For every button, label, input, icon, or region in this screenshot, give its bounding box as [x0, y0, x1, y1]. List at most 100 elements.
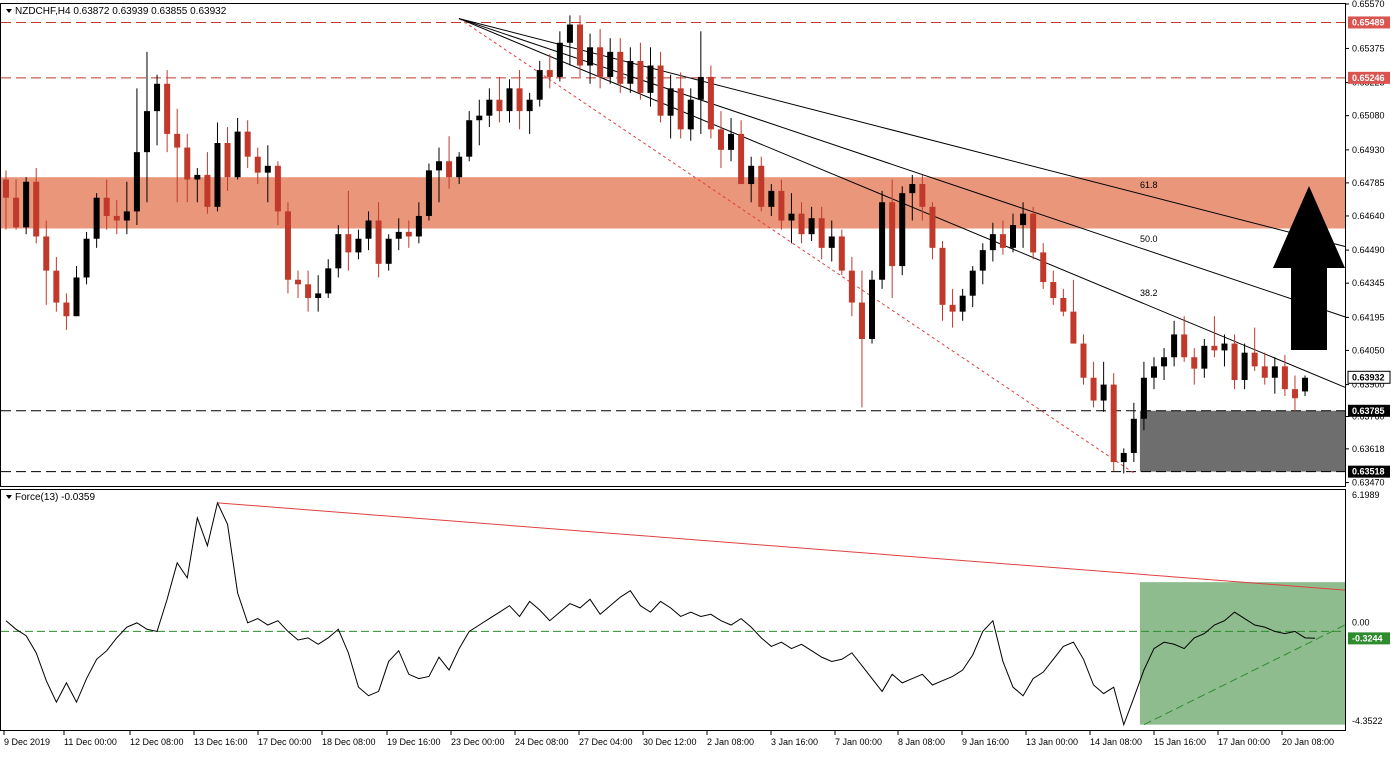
candle-body: [385, 238, 392, 264]
candle-body: [234, 131, 241, 178]
fan-line-2: [459, 18, 1346, 247]
candle-body: [869, 279, 876, 340]
force-tick-label: 6.1989: [1352, 490, 1380, 500]
candle-body: [224, 143, 231, 178]
candle-body: [425, 170, 432, 216]
price-tick-label: 0.64785: [1352, 178, 1385, 188]
candle-body: [1140, 377, 1147, 419]
candle-body: [1070, 311, 1077, 344]
current-price-tag: [1347, 370, 1391, 384]
candle-body: [798, 213, 805, 235]
candle-body: [969, 270, 976, 296]
candle-body: [848, 270, 855, 303]
candles-layer: [3, 15, 1309, 474]
price-level-tag: [1348, 16, 1390, 29]
price-level-tag: [1348, 71, 1390, 84]
candle-body: [154, 83, 161, 112]
time-axis: 9 Dec 2019 11 Dec 00:00 12 Dec 08:00 13 Dec…: [3, 731, 1334, 747]
candle-body: [566, 24, 573, 43]
zones-layer: [1, 177, 1345, 472]
candle-body: [133, 152, 140, 212]
candle-body: [929, 206, 936, 248]
candle-body: [73, 277, 80, 317]
time-tick-label: 9 Dec 2019: [4, 737, 50, 747]
candle-body: [707, 76, 714, 130]
indicator-triangle-icon[interactable]: [6, 495, 12, 499]
candle-body: [254, 156, 261, 173]
candle-body: [1271, 366, 1278, 378]
candle-body: [597, 47, 604, 77]
current-price-label: 0.63932: [1352, 372, 1385, 382]
candle-body: [83, 238, 90, 278]
candle-body: [919, 184, 926, 207]
candle-body: [43, 236, 50, 271]
arrow-layer: [1273, 186, 1345, 350]
price-tick-label: 0.65570: [1352, 0, 1385, 9]
force-value-tag-label: -0.3244: [1352, 633, 1383, 643]
price-tick-label: 0.64930: [1352, 145, 1385, 155]
candle-body: [778, 190, 785, 221]
candle-body: [587, 47, 594, 66]
candle-body: [1241, 352, 1248, 381]
candle-body: [305, 284, 312, 298]
candle-body: [395, 231, 402, 239]
candle-body: [33, 181, 40, 237]
candle-body: [858, 302, 865, 340]
candle-body: [1251, 352, 1258, 367]
candle-body: [345, 234, 352, 253]
time-tick-label: 17 Jan 00:00: [1218, 737, 1270, 747]
time-tick-label: 15 Jan 16:00: [1154, 737, 1206, 747]
candle-body: [335, 234, 342, 269]
candle-body: [496, 99, 503, 112]
candle-body: [274, 165, 281, 212]
candle-body: [546, 70, 553, 77]
price-tick-label: 0.64345: [1352, 278, 1385, 288]
price-tick-label: 0.65080: [1352, 111, 1385, 121]
candle-body: [949, 304, 956, 312]
header-group: NZDCHF,H4 0.63872 0.63939 0.63855 0.6393…: [6, 6, 227, 503]
collapse-triangle-icon[interactable]: [6, 9, 12, 13]
price-tick-label: 0.65375: [1352, 43, 1385, 53]
candle-body: [818, 218, 825, 248]
candle-body: [486, 99, 493, 116]
time-tick-label: 2 Jan 08:00: [707, 737, 754, 747]
fan-label-1: 50.0: [1140, 234, 1158, 244]
candle-body: [1030, 213, 1037, 253]
candle-body: [1261, 366, 1268, 378]
price-panel-border: [0, 3, 1346, 487]
time-tick-label: 30 Dec 12:00: [643, 737, 697, 747]
candle-body: [264, 165, 271, 173]
candle-body: [143, 111, 150, 153]
candle-body: [375, 220, 382, 264]
candle-body: [1181, 334, 1188, 358]
candle-body: [1090, 377, 1097, 401]
time-tick-label: 11 Dec 00:00: [64, 737, 117, 747]
candle-body: [405, 231, 412, 237]
candle-body: [1281, 366, 1288, 390]
candle-body: [1120, 452, 1127, 463]
candle-body: [284, 211, 291, 280]
force-green-zone: [1139, 582, 1345, 725]
candle-body: [768, 190, 775, 207]
fan-label-0: 38.2: [1140, 288, 1158, 298]
candle-body: [738, 133, 745, 185]
support-zone: [1139, 410, 1345, 472]
candle-body: [637, 60, 644, 93]
candle-body: [1020, 213, 1027, 226]
time-tick-label: 20 Jan 08:00: [1282, 737, 1334, 747]
candle-body: [1211, 345, 1218, 351]
candle-body: [184, 147, 191, 180]
candle-body: [899, 193, 906, 267]
price-panel: 38.2 50.0 61.8: [1, 15, 1346, 474]
force-panel: [1, 501, 1346, 727]
time-tick-label: 18 Dec 08:00: [322, 737, 376, 747]
price-tick-label: 0.64490: [1352, 245, 1385, 255]
candle-body: [687, 99, 694, 130]
fan-line-1: [458, 18, 1346, 318]
candle-body: [244, 131, 251, 157]
candle-body: [677, 88, 684, 130]
candle-body: [446, 161, 453, 178]
price-level-tag-label: 0.65246: [1352, 73, 1385, 83]
candle-body: [556, 42, 563, 77]
